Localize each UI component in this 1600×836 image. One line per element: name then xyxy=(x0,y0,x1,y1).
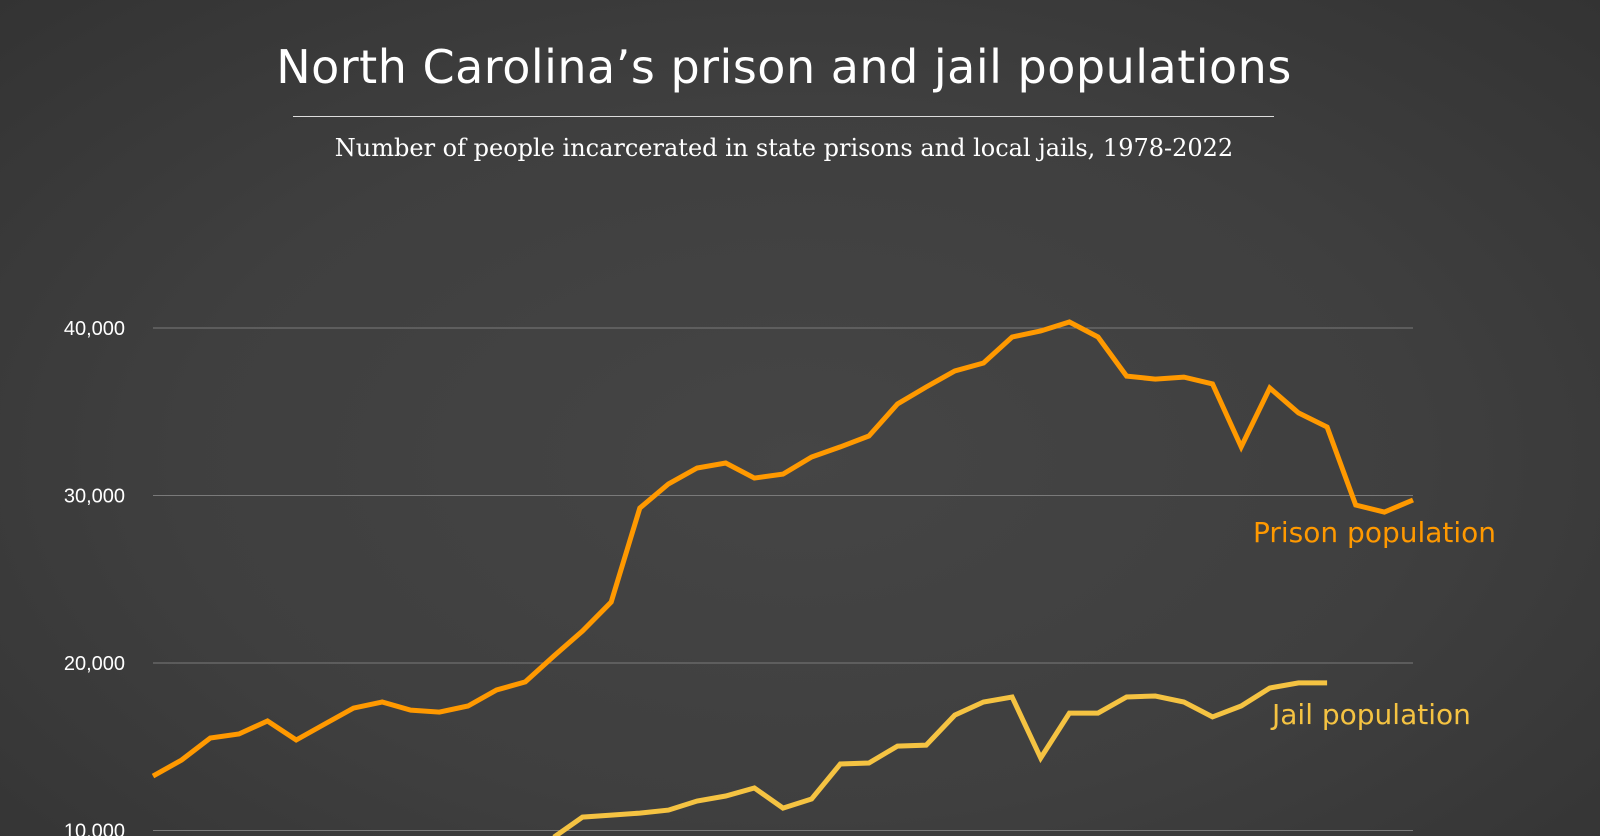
series-line-prison xyxy=(151,319,1414,779)
chart-title: North Carolina’s prison and jail populat… xyxy=(276,40,1292,94)
series-line-jail xyxy=(552,680,1328,836)
title-divider xyxy=(293,116,1274,117)
y-tick-label: 20,000 xyxy=(64,653,125,675)
y-tick-label: 40,000 xyxy=(64,318,125,340)
chart-subtitle: Number of people incarcerated in state p… xyxy=(334,134,1234,162)
series-label-jail: Jail population xyxy=(1270,698,1471,731)
y-tick-label: 10,000 xyxy=(64,821,125,836)
series-label-prison: Prison population xyxy=(1253,516,1496,549)
y-tick-label: 30,000 xyxy=(64,486,125,508)
